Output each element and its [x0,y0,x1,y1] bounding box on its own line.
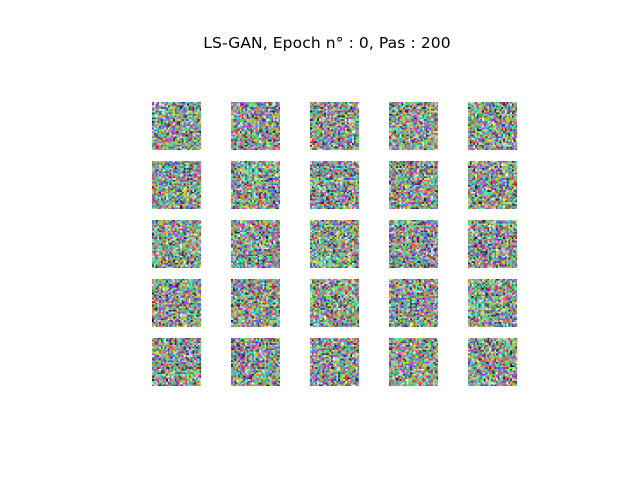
generated-sample-r4-c2 [231,279,280,327]
generated-sample-r1-c2 [231,102,280,150]
generated-sample-r3-c5 [468,220,517,268]
generated-sample-r1-c5 [468,102,517,150]
generated-sample-r2-c4 [389,161,438,209]
generated-sample-r4-c4 [389,279,438,327]
generated-sample-r5-c1 [152,338,201,386]
generated-sample-r3-c2 [231,220,280,268]
generated-sample-r1-c3 [310,102,359,150]
sample-grid [152,102,517,386]
generated-sample-r2-c2 [231,161,280,209]
generated-sample-r4-c5 [468,279,517,327]
generated-sample-r3-c3 [310,220,359,268]
generated-sample-r3-c1 [152,220,201,268]
generated-sample-r5-c2 [231,338,280,386]
generated-sample-r2-c1 [152,161,201,209]
generated-sample-r5-c3 [310,338,359,386]
generated-sample-r4-c3 [310,279,359,327]
generated-sample-r1-c4 [389,102,438,150]
figure-title: LS-GAN, Epoch n° : 0, Pas : 200 [203,34,451,52]
generated-sample-r5-c4 [389,338,438,386]
generated-sample-r5-c5 [468,338,517,386]
generated-sample-r4-c1 [152,279,201,327]
generated-sample-r3-c4 [389,220,438,268]
generated-sample-r2-c3 [310,161,359,209]
generated-sample-r1-c1 [152,102,201,150]
generated-sample-r2-c5 [468,161,517,209]
